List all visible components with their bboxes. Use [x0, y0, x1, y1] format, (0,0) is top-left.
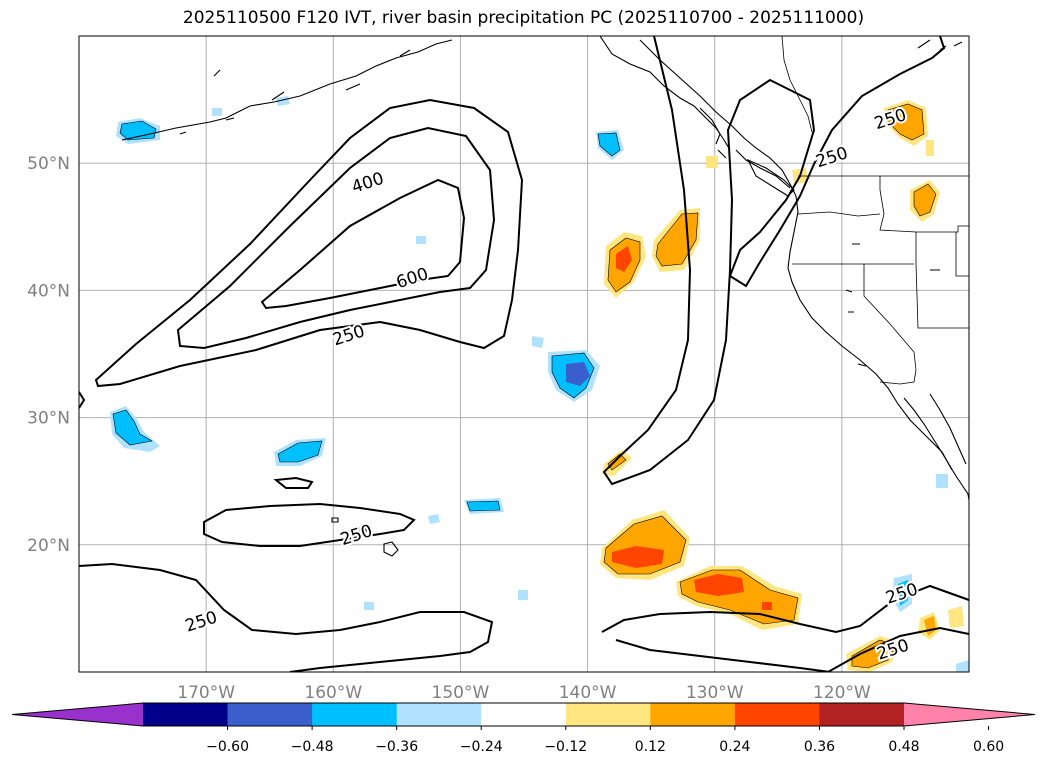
ivt-contours [79, 36, 969, 672]
latitude-tick-label: 40°N [27, 281, 70, 301]
colorbar-tick-label: −0.48 [291, 739, 334, 755]
ivt-contour-250-southeast [601, 584, 969, 634]
coastline-gulf-of-california [929, 393, 967, 465]
negative-region [212, 108, 222, 116]
positive-region [612, 546, 664, 568]
colorbar-segment [734, 703, 820, 726]
positive-region [851, 639, 897, 669]
colorbar-segment [312, 703, 398, 726]
colorbar-outline [11, 702, 1036, 727]
alaska-canada-border [781, 36, 813, 133]
state-border-mt-wy [916, 225, 969, 277]
positive-region [616, 246, 632, 272]
latitude-labels: 20°N 30°N 40°N 50°N [27, 154, 70, 556]
colorbar-segment [819, 703, 905, 726]
colorbar-tick-label: −0.24 [460, 739, 503, 755]
coastline-alaska-east [639, 39, 797, 197]
negative-region [428, 514, 440, 524]
negative-anomaly-regions [110, 96, 969, 672]
coastline-alaska-islands [179, 49, 411, 135]
negative-region [532, 336, 544, 348]
colorbar-tick-label: 0.60 [973, 739, 1004, 755]
ivt-contour-600 [260, 178, 466, 310]
colorbar-segment [143, 703, 229, 726]
negative-region [566, 362, 590, 386]
colorbar-extend-low [12, 703, 143, 726]
state-border-id [879, 176, 917, 264]
longitude-tick-label: 140°W [559, 683, 617, 703]
colorbar-segment [565, 703, 651, 726]
coastline-us-west [787, 195, 953, 471]
map-title: 2025110500 F120 IVT, river basin precipi… [182, 8, 865, 28]
negative-region [112, 409, 153, 446]
latitude-tick-label: 20°N [27, 536, 70, 556]
map-frame [78, 35, 970, 673]
colorbar-tick-label: 0.48 [888, 739, 919, 755]
ivt-contour-250-small [273, 476, 314, 489]
positive-region [913, 183, 937, 217]
colorbar-tick-label: −0.36 [375, 739, 418, 755]
colorbar-tick-label: −0.60 [206, 739, 249, 755]
negative-region [597, 132, 621, 157]
negative-region [277, 440, 323, 463]
colorbar-tick-label: 0.12 [635, 739, 666, 755]
colorbar: −0.60 −0.48 −0.36 −0.24 −0.12 0.12 0.24 0.36 0.4… [11, 702, 1036, 755]
colorbar-tick-label: 0.36 [804, 739, 835, 755]
state-border-wa-or [797, 211, 881, 217]
colorbar-segment [227, 703, 313, 726]
colorbar-segment [396, 703, 482, 726]
colorbar-tick-label: 0.24 [719, 739, 750, 755]
coastline-bc-islands [699, 107, 791, 189]
ivt-contour-250-southeast-lower [615, 626, 969, 672]
hawaii-islands [331, 517, 399, 557]
negative-region [936, 474, 948, 488]
coastline-alaska-peninsula [121, 39, 453, 141]
negative-region [898, 580, 908, 606]
positive-region [607, 453, 627, 471]
coastlines [121, 36, 969, 557]
negative-region [416, 236, 426, 244]
negative-region [956, 660, 969, 672]
longitude-tick-label: 170°W [177, 683, 235, 703]
colorbar-extend-high [904, 703, 1035, 726]
negative-region [119, 120, 157, 141]
positive-region [948, 606, 964, 628]
coastline-baja [903, 397, 969, 501]
positive-region [926, 140, 934, 156]
negative-region [276, 96, 290, 106]
longitude-tick-label: 160°W [304, 683, 362, 703]
longitude-tick-label: 150°W [432, 683, 490, 703]
colorbar-segment [650, 703, 736, 726]
ivt-contour-250-edge [79, 391, 86, 409]
ivt-contour-250-south [79, 562, 494, 672]
colorbar-segment [481, 703, 567, 726]
map-background [79, 36, 969, 672]
longitude-tick-label: 120°W [813, 683, 871, 703]
positive-region [706, 156, 718, 168]
negative-region [518, 590, 528, 600]
ivt-contour-250-west-band [203, 502, 416, 547]
positive-region [887, 103, 925, 141]
state-border-az [879, 263, 969, 385]
negative-region [364, 602, 374, 610]
longitude-labels: 170°W 160°W 150°W 140°W 130°W 120°W [177, 683, 871, 703]
colorbar-tick-label: −0.12 [544, 739, 587, 755]
positive-region [762, 602, 772, 610]
positive-region [694, 574, 744, 596]
positive-anomaly-regions [600, 100, 964, 672]
ivt-contour-400 [176, 126, 496, 350]
negative-region [466, 500, 501, 512]
ivt-contour-250-main [94, 98, 524, 388]
latitude-tick-label: 50°N [27, 154, 70, 174]
latitude-tick-label: 30°N [27, 409, 70, 429]
state-border-nv-ca [863, 264, 917, 371]
longitude-tick-label: 130°W [686, 683, 744, 703]
ivt-contour-250-plume [602, 36, 946, 486]
political-borders [781, 36, 969, 385]
